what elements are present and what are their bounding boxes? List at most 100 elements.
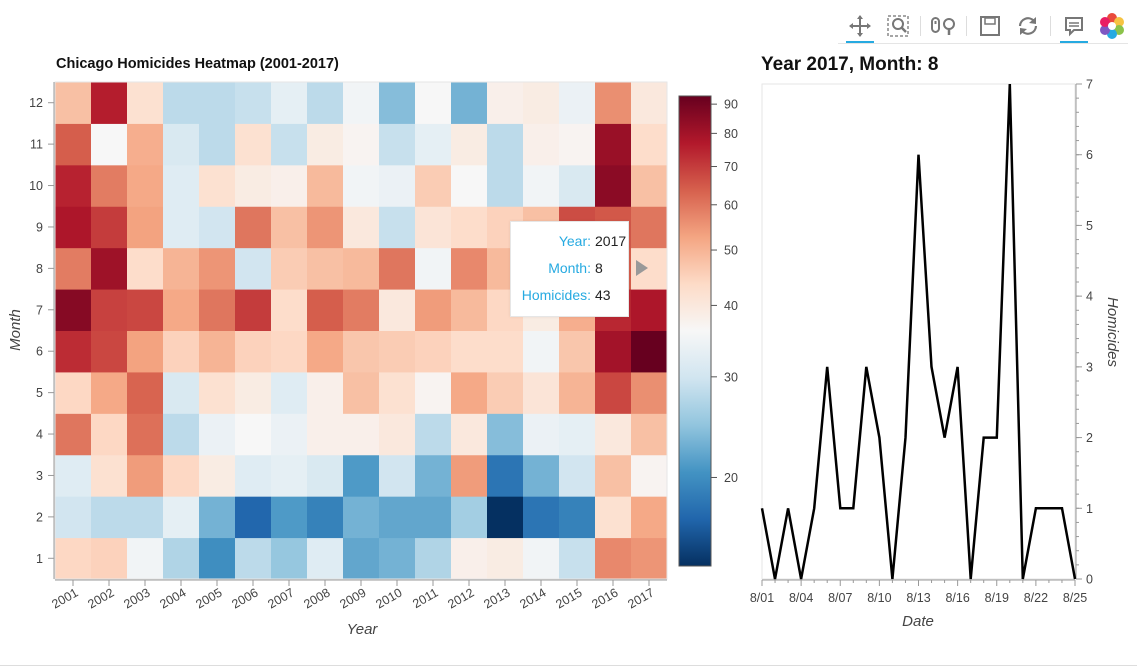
heatmap-cell[interactable]: [451, 164, 488, 207]
heatmap-cell[interactable]: [487, 330, 524, 373]
heatmap-cell[interactable]: [163, 123, 200, 166]
heatmap-cell[interactable]: [307, 413, 344, 456]
heatmap-cell[interactable]: [55, 496, 92, 539]
heatmap-cell[interactable]: [55, 454, 92, 497]
heatmap-cell[interactable]: [595, 371, 632, 414]
heatmap-cell[interactable]: [199, 289, 236, 331]
heatmap-cell[interactable]: [271, 371, 308, 414]
heatmap-cell[interactable]: [91, 330, 128, 373]
heatmap-cell[interactable]: [127, 206, 164, 249]
heatmap-cell[interactable]: [271, 206, 308, 249]
heatmap-cell[interactable]: [55, 371, 92, 414]
heatmap-cell[interactable]: [91, 413, 128, 456]
heatmap-cell[interactable]: [163, 496, 200, 539]
heatmap-cell[interactable]: [343, 537, 380, 580]
heatmap-cell[interactable]: [487, 371, 524, 414]
heatmap-cell[interactable]: [271, 413, 308, 456]
heatmap-cell[interactable]: [631, 82, 668, 124]
heatmap-cell[interactable]: [199, 454, 236, 497]
heatmap-cell[interactable]: [235, 371, 272, 414]
heatmap-cell[interactable]: [451, 330, 488, 373]
heatmap-cell[interactable]: [379, 537, 416, 580]
heatmap-cell[interactable]: [91, 247, 128, 290]
heatmap-cell[interactable]: [307, 537, 344, 580]
heatmap-cell[interactable]: [199, 82, 236, 124]
heatmap-cell[interactable]: [523, 330, 560, 373]
heatmap-cell[interactable]: [127, 123, 164, 166]
heatmap-cell[interactable]: [415, 371, 452, 414]
heatmap-cell[interactable]: [595, 123, 632, 166]
heatmap-cell[interactable]: [487, 164, 524, 207]
heatmap-cell[interactable]: [199, 123, 236, 166]
heatmap-cell[interactable]: [91, 82, 128, 124]
heatmap-cell[interactable]: [55, 413, 92, 456]
heatmap-cell[interactable]: [487, 413, 524, 456]
heatmap-cell[interactable]: [559, 82, 596, 124]
heatmap-cell[interactable]: [379, 123, 416, 166]
heatmap-cell[interactable]: [55, 537, 92, 580]
heatmap-cell[interactable]: [343, 413, 380, 456]
heatmap-cell[interactable]: [91, 289, 128, 331]
heatmap-cell[interactable]: [595, 82, 632, 124]
heatmap-cell[interactable]: [343, 206, 380, 249]
heatmap-cell[interactable]: [127, 247, 164, 290]
heatmap-cell[interactable]: [55, 82, 92, 124]
heatmap-cell[interactable]: [559, 496, 596, 539]
heatmap-cell[interactable]: [487, 82, 524, 124]
heatmap-cell[interactable]: [379, 496, 416, 539]
heatmap-cell[interactable]: [55, 206, 92, 249]
heatmap-cell[interactable]: [163, 206, 200, 249]
heatmap-cell[interactable]: [307, 247, 344, 290]
heatmap-cell[interactable]: [415, 123, 452, 166]
heatmap-cell[interactable]: [199, 371, 236, 414]
heatmap-cell[interactable]: [235, 247, 272, 290]
heatmap-cell[interactable]: [451, 206, 488, 249]
heatmap-cell[interactable]: [523, 82, 560, 124]
heatmap-cell[interactable]: [127, 371, 164, 414]
heatmap-cell[interactable]: [163, 164, 200, 207]
box-zoom-tool[interactable]: [880, 10, 916, 42]
heatmap-cell[interactable]: [379, 206, 416, 249]
heatmap-cell[interactable]: [523, 123, 560, 166]
heatmap-cell[interactable]: [307, 371, 344, 414]
heatmap-cell[interactable]: [163, 82, 200, 124]
heatmap-cell[interactable]: [451, 537, 488, 580]
heatmap-cell[interactable]: [379, 247, 416, 290]
heatmap-cell[interactable]: [379, 289, 416, 331]
heatmap-cell[interactable]: [91, 454, 128, 497]
heatmap-cell[interactable]: [595, 496, 632, 539]
heatmap-cell[interactable]: [631, 164, 668, 207]
heatmap-cell[interactable]: [451, 82, 488, 124]
heatmap-cell[interactable]: [271, 123, 308, 166]
heatmap-cell[interactable]: [163, 413, 200, 456]
heatmap-cell[interactable]: [559, 537, 596, 580]
heatmap-cell[interactable]: [235, 496, 272, 539]
heatmap-cell[interactable]: [379, 371, 416, 414]
heatmap-cell[interactable]: [343, 247, 380, 290]
heatmap-cell[interactable]: [631, 371, 668, 414]
heatmap-cell[interactable]: [451, 454, 488, 497]
heatmap-cell[interactable]: [343, 454, 380, 497]
heatmap-cell[interactable]: [235, 82, 272, 124]
heatmap-cell[interactable]: [343, 82, 380, 124]
heatmap-cell[interactable]: [487, 496, 524, 539]
heatmap-cell[interactable]: [523, 454, 560, 497]
heatmap-cell[interactable]: [487, 123, 524, 166]
heatmap-cell[interactable]: [163, 247, 200, 290]
heatmap-cell[interactable]: [523, 164, 560, 207]
heatmap-cell[interactable]: [127, 537, 164, 580]
heatmap-cell[interactable]: [451, 247, 488, 290]
heatmap-cell[interactable]: [307, 164, 344, 207]
heatmap-cell[interactable]: [631, 413, 668, 456]
heatmap-cell[interactable]: [415, 496, 452, 539]
heatmap-cell[interactable]: [127, 496, 164, 539]
heatmap-cell[interactable]: [343, 496, 380, 539]
heatmap-cell[interactable]: [559, 413, 596, 456]
heatmap-cell[interactable]: [559, 454, 596, 497]
heatmap-cell[interactable]: [91, 371, 128, 414]
reset-tool[interactable]: [1010, 10, 1046, 42]
bokeh-logo[interactable]: [1094, 10, 1130, 42]
heatmap-cell[interactable]: [271, 82, 308, 124]
heatmap-cell[interactable]: [235, 537, 272, 580]
heatmap-cell[interactable]: [127, 454, 164, 497]
